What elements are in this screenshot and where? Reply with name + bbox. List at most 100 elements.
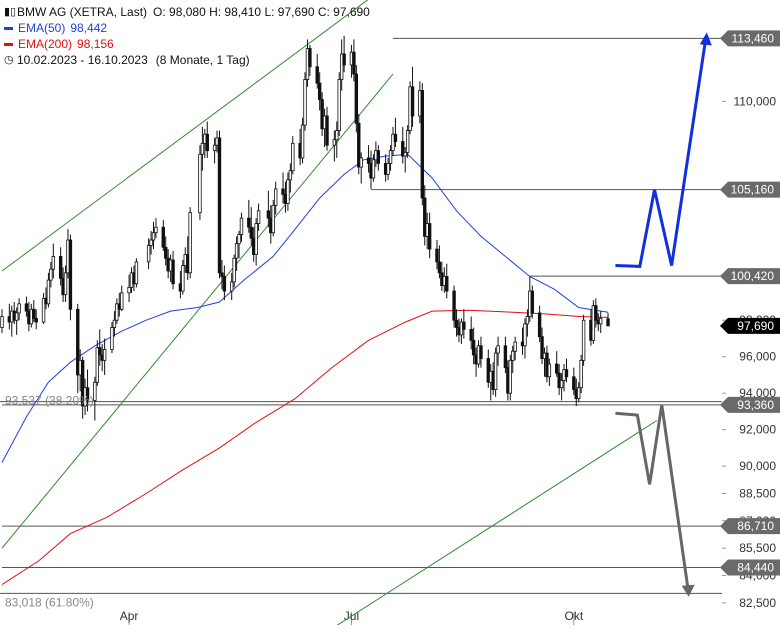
- candle-body: [606, 318, 610, 327]
- legend-title-row: ▮▯ BMW AG (XETRA, Last) O: 98,080 H: 98,…: [4, 4, 370, 20]
- candle: [200, 126, 205, 171]
- x-tick-label: Apr: [120, 609, 139, 623]
- candle: [511, 345, 515, 374]
- candle: [508, 354, 512, 401]
- channel-line: [1, 73, 394, 549]
- candle-body: [164, 246, 168, 259]
- candle: [212, 137, 217, 164]
- candle-body: [445, 276, 449, 292]
- candle-body: [354, 73, 359, 124]
- candle: [164, 236, 168, 266]
- candle: [366, 145, 371, 173]
- candle: [564, 358, 569, 383]
- candle-body: [342, 53, 346, 66]
- candle-body: [249, 226, 253, 239]
- candle-body: [337, 79, 341, 131]
- candle-body: [80, 359, 85, 407]
- candle: [401, 126, 405, 164]
- candle: [149, 230, 153, 255]
- candle-body: [454, 319, 459, 328]
- candle: [63, 265, 68, 302]
- candle-body: [423, 197, 427, 237]
- candle: [24, 296, 29, 317]
- candle-body: [102, 349, 107, 361]
- channel-line: [1, 0, 369, 272]
- candle: [503, 336, 508, 374]
- candle: [115, 298, 119, 324]
- candle-body: [51, 256, 56, 270]
- candle: [471, 327, 476, 364]
- candle-body: [58, 256, 63, 279]
- candle-body: [200, 142, 205, 155]
- candle-body: [599, 318, 603, 325]
- candle: [51, 243, 56, 279]
- date-range: 10.02.2023 - 16.10.2023: [17, 53, 148, 67]
- candle-body: [198, 153, 202, 214]
- candle-body: [479, 345, 483, 359]
- candle: [41, 292, 46, 324]
- candle-body: [271, 204, 275, 234]
- chart-legend: ▮▯ BMW AG (XETRA, Last) O: 98,080 H: 98,…: [4, 4, 370, 68]
- candle-body: [427, 223, 432, 250]
- candle: [579, 354, 583, 394]
- y-tick-label: 96,000: [739, 350, 776, 364]
- ohlc-values: O: 98,080 H: 98,410 L: 97,690 C: 97,690: [153, 5, 370, 19]
- candle: [256, 203, 261, 231]
- y-tick-label: 92,000: [739, 423, 776, 437]
- candle: [76, 303, 80, 394]
- y-tick-label: 110,000: [734, 94, 777, 108]
- candle: [198, 145, 202, 220]
- candle: [423, 185, 427, 246]
- candle-body: [469, 328, 473, 341]
- candle: [525, 309, 530, 337]
- candle: [247, 199, 251, 233]
- candle: [493, 347, 498, 397]
- candle: [435, 240, 439, 270]
- ema200-line: [1, 309, 609, 586]
- candle: [462, 309, 466, 339]
- candle: [599, 311, 603, 333]
- candle-body: [352, 51, 356, 75]
- candle-body: [437, 261, 442, 274]
- candle: [427, 212, 432, 259]
- candle: [594, 298, 598, 328]
- candle: [286, 172, 290, 211]
- candle-body: [247, 217, 251, 228]
- y-tick-label: 82,500: [739, 596, 776, 610]
- candle-body: [493, 352, 498, 390]
- candle: [120, 285, 124, 312]
- candle: [273, 181, 278, 215]
- fib-label-618: 83,018 (61.80%): [5, 595, 94, 609]
- candle: [80, 356, 85, 419]
- candle-body: [572, 376, 576, 390]
- candle: [10, 305, 14, 337]
- candle: [388, 145, 393, 171]
- candle-body: [85, 387, 90, 401]
- candle: [342, 35, 346, 73]
- candle: [95, 340, 100, 386]
- candle: [496, 336, 500, 366]
- candle-body: [217, 137, 222, 274]
- candle: [371, 154, 376, 182]
- candle: [237, 230, 241, 259]
- candle: [254, 218, 258, 266]
- candle-body: [452, 290, 456, 321]
- candle-body: [93, 381, 97, 401]
- candle: [0, 309, 4, 333]
- price-tag-bg: [720, 559, 780, 576]
- candle-body: [41, 297, 46, 323]
- ema200-swatch: [4, 42, 13, 46]
- candle-body: [151, 232, 156, 241]
- candle-body: [286, 179, 290, 204]
- price-tag-label: 84,440: [737, 561, 774, 575]
- candle-body: [405, 130, 410, 153]
- candle: [303, 72, 307, 131]
- candle-body: [256, 210, 261, 224]
- candle: [352, 39, 356, 82]
- candle-body: [17, 303, 21, 314]
- candle-body: [230, 281, 234, 292]
- candle-body: [386, 163, 390, 175]
- candle: [271, 199, 275, 237]
- candle: [85, 369, 90, 412]
